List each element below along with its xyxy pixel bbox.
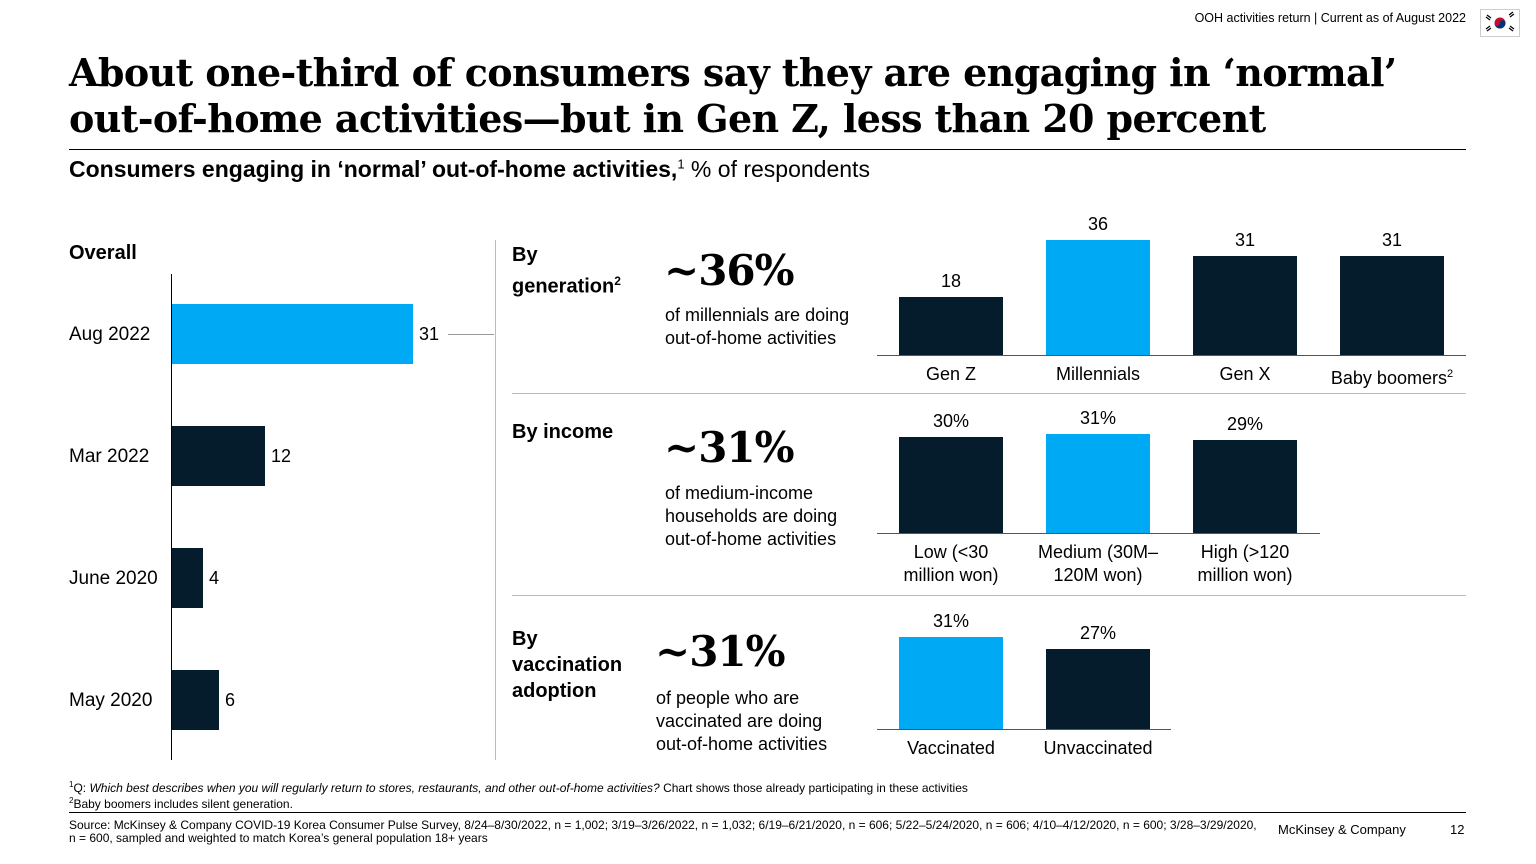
income-category-label: High (>120 million won) bbox=[1163, 541, 1327, 587]
page-number: 12 bbox=[1450, 822, 1465, 837]
generation-value-label: 31 bbox=[1381, 230, 1403, 250]
generation-category-text: Gen Z bbox=[925, 364, 977, 384]
vaccination-category-label: Unvaccinated bbox=[1016, 737, 1180, 760]
overall-value-label: 4 bbox=[209, 568, 220, 588]
vaccination-title-line1: By bbox=[512, 628, 538, 650]
generation-category-text: Gen X bbox=[1219, 364, 1271, 384]
overall-bar bbox=[172, 548, 203, 608]
income-bar bbox=[899, 437, 1003, 533]
vaccination-headline-desc: of people who are vaccinated are doing o… bbox=[656, 688, 828, 754]
overall-bar bbox=[172, 304, 413, 364]
vaccination-value-label: 31% bbox=[932, 611, 970, 631]
income-value-label: 31% bbox=[1079, 408, 1117, 428]
vaccination-bar bbox=[1046, 649, 1150, 729]
section-divider-vertical bbox=[495, 240, 496, 760]
income-value-label: 29% bbox=[1226, 414, 1264, 434]
overall-value-label: 6 bbox=[225, 690, 236, 710]
footer-divider bbox=[69, 812, 1466, 813]
generation-category-label: Millennials bbox=[1016, 363, 1180, 386]
subtitle-bold: Consumers engaging in ‘normal’ out-of-ho… bbox=[69, 156, 678, 182]
south-korea-flag-icon bbox=[1480, 9, 1520, 37]
vaccination-category-label: Vaccinated bbox=[869, 737, 1033, 760]
income-category-label: Low (<30 million won) bbox=[869, 541, 1033, 587]
footnote-1-marker: 1 bbox=[69, 780, 74, 789]
page-title: About one-third of consumers say they ar… bbox=[69, 50, 1397, 141]
footnote-2: 2Baby boomers includes silent generation… bbox=[69, 793, 293, 812]
section-divider-1 bbox=[512, 393, 1466, 394]
generation-category-footnote-ref: 2 bbox=[1446, 368, 1454, 380]
footnote-2-text: Baby boomers includes silent generation. bbox=[73, 797, 293, 811]
generation-category-label: Gen Z bbox=[869, 363, 1033, 386]
overall-category-label: June 2020 bbox=[69, 568, 158, 589]
vaccination-title-line2: vaccination bbox=[512, 654, 623, 676]
income-value-label: 30% bbox=[932, 411, 970, 431]
income-category-line: 120M won) bbox=[1053, 565, 1143, 585]
generation-bar bbox=[1046, 240, 1150, 355]
section-divider-2 bbox=[512, 595, 1466, 596]
overall-chart-title: Overall bbox=[69, 242, 137, 264]
generation-category-label: Gen X bbox=[1163, 363, 1327, 386]
generation-bar bbox=[1193, 256, 1297, 355]
chart-subtitle: Consumers engaging in ‘normal’ out-of-ho… bbox=[69, 156, 870, 183]
vaccination-title: By vaccination adoption bbox=[512, 626, 622, 704]
vaccination-bar bbox=[899, 637, 1003, 729]
generation-baseline bbox=[877, 355, 1466, 356]
generation-title: By generation2 bbox=[512, 242, 621, 300]
overall-axis bbox=[171, 274, 172, 760]
vaccination-category-text: Unvaccinated bbox=[1043, 738, 1153, 758]
footnote-1: 1Q: Which best describes when you will r… bbox=[69, 777, 1169, 796]
generation-headline-desc: of millennials are doing out-of-home act… bbox=[665, 305, 850, 348]
overall-bar bbox=[172, 426, 265, 486]
footnote-1-question: Which best describes when you will regul… bbox=[89, 781, 660, 795]
overall-connector-line bbox=[448, 334, 494, 335]
income-category-line: million won) bbox=[1197, 565, 1293, 585]
overall-category-label: May 2020 bbox=[69, 690, 153, 711]
footnote-1-rest: Chart shows those already participating … bbox=[659, 781, 968, 795]
generation-value-label: 36 bbox=[1087, 214, 1109, 234]
overall-value-label: 31 bbox=[419, 324, 440, 344]
generation-category-label: Baby boomers2 bbox=[1310, 363, 1474, 390]
income-title: By income bbox=[512, 421, 614, 443]
income-bar bbox=[1193, 440, 1297, 533]
income-category-line: Low (<30 bbox=[913, 542, 989, 562]
income-category-line: Medium (30M– bbox=[1037, 542, 1159, 562]
vaccination-category-text: Vaccinated bbox=[907, 738, 995, 758]
overall-bar bbox=[172, 670, 219, 730]
generation-headline: ~36% bbox=[664, 246, 795, 295]
title-divider bbox=[69, 149, 1466, 150]
source-note: Source: McKinsey & Company COVID-19 Kore… bbox=[69, 818, 1257, 845]
subtitle-units: % of respondents bbox=[684, 156, 870, 182]
vaccination-baseline bbox=[877, 729, 1171, 730]
generation-category-text: Baby boomers bbox=[1330, 368, 1447, 388]
generation-value-label: 18 bbox=[940, 271, 962, 291]
generation-title-line2: generation bbox=[512, 275, 615, 298]
generation-title-line1: By bbox=[512, 244, 538, 266]
overall-category-label: Mar 2022 bbox=[69, 446, 150, 467]
income-category-label: Medium (30M– 120M won) bbox=[1016, 541, 1180, 587]
income-bar bbox=[1046, 434, 1150, 533]
income-category-line: million won) bbox=[903, 565, 999, 585]
income-headline-desc: of medium-income households are doing ou… bbox=[665, 483, 838, 549]
vaccination-title-line3: adoption bbox=[512, 680, 597, 702]
generation-title-footnote-ref: 2 bbox=[614, 274, 621, 288]
generation-value-label: 31 bbox=[1234, 230, 1256, 250]
footnote-1-prefix: Q: bbox=[73, 781, 90, 795]
income-baseline bbox=[877, 533, 1320, 534]
subtitle-footnote-ref: 1 bbox=[677, 156, 685, 172]
footnote-2-marker: 2 bbox=[69, 796, 74, 805]
vaccination-headline: ~31% bbox=[655, 627, 786, 676]
generation-bar bbox=[1340, 256, 1444, 355]
generation-bar bbox=[899, 297, 1003, 355]
overall-category-label: Aug 2022 bbox=[69, 324, 151, 345]
brand-name: McKinsey & Company bbox=[1278, 822, 1406, 837]
vaccination-value-label: 27% bbox=[1079, 623, 1117, 643]
income-headline: ~31% bbox=[664, 423, 795, 472]
overall-value-label: 12 bbox=[271, 446, 292, 466]
income-category-line: High (>120 bbox=[1200, 542, 1290, 562]
generation-category-text: Millennials bbox=[1055, 364, 1141, 384]
header-tagline: OOH activities return | Current as of Au… bbox=[1194, 11, 1466, 25]
